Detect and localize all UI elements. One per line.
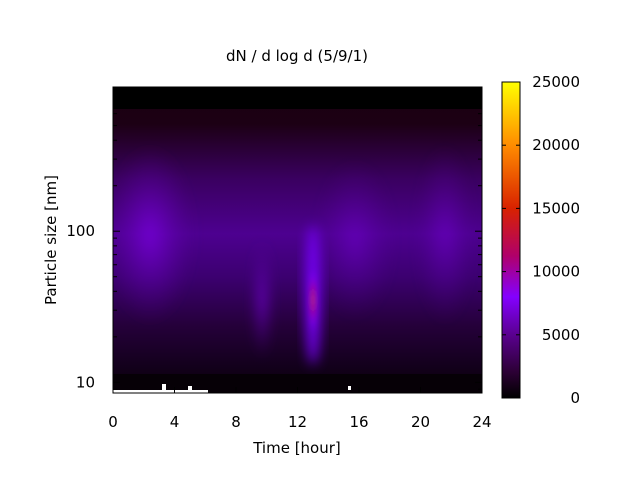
x-tick-label: 16 [349, 413, 368, 431]
y-tick-label: 100 [66, 222, 95, 240]
x-tick-label: 0 [108, 413, 118, 431]
colorbar-axis: 0 5000 10000 15000 20000 25000 [502, 73, 580, 407]
heatmap-blob-evening [415, 145, 475, 325]
x-axis: 0 4 8 12 16 20 24 [108, 87, 492, 431]
heatmap-blob-morning [113, 145, 195, 325]
heatmap-bottom-band [113, 374, 482, 393]
x-tick-label: 20 [411, 413, 430, 431]
y-axis: 10 100 [66, 86, 482, 391]
x-axis-label: Time [hour] [252, 439, 341, 457]
colorbar-tick-label: 0 [570, 389, 580, 407]
x-tick-label: 4 [170, 413, 180, 431]
x-tick-label: 24 [472, 413, 491, 431]
colorbar-tick-label: 25000 [532, 73, 580, 91]
colorbar-tick-label: 5000 [542, 326, 580, 344]
x-tick-label: 8 [231, 413, 241, 431]
colorbar-tick-label: 20000 [532, 136, 580, 154]
heatmap-gap-speck-1 [162, 384, 166, 390]
heatmap-peak [309, 265, 317, 335]
y-axis-label: Particle size [nm] [42, 175, 60, 305]
heatmap-blob-midday [252, 240, 272, 360]
heatmap [113, 87, 482, 393]
chart-title: dN / d log d (5/9/1) [226, 47, 368, 65]
colorbar-tick-label: 10000 [532, 263, 580, 281]
y-tick-label: 10 [76, 373, 95, 391]
heatmap-blob-afternoon [315, 160, 395, 320]
colorbar [501, 81, 521, 399]
heatmap-gap-speck-3 [348, 386, 351, 390]
heatmap-gap-speck-2 [188, 386, 192, 390]
x-tick-label: 12 [288, 413, 307, 431]
heatmap-gap-left [113, 390, 208, 393]
colorbar-tick-label: 15000 [532, 199, 580, 217]
heatmap-top-band [113, 87, 482, 109]
